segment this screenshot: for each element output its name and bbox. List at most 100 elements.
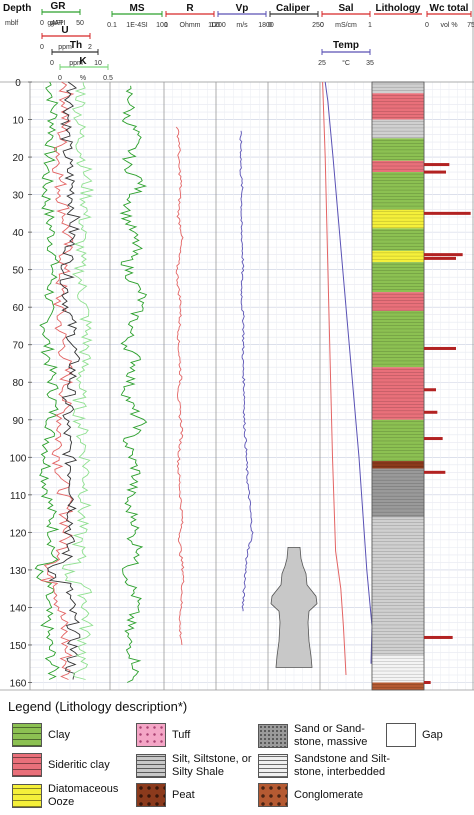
header-min: 1200 (210, 22, 226, 29)
header-gr: GR (51, 1, 67, 12)
lithology-frame (371, 81, 425, 691)
depth-tick-label: 160 (10, 678, 27, 689)
header-unit: °C (342, 59, 350, 67)
legend-label: Conglomerate (294, 788, 364, 801)
legend-item-sand: Sand or Sand- stone, massive (258, 723, 367, 749)
tuff-swatch (136, 723, 166, 747)
legend-label: Tuff (172, 728, 191, 741)
depth-tick-label: 50 (12, 266, 24, 277)
wc-bar (424, 211, 471, 215)
gamma-curve (34, 81, 61, 680)
header-unit: ppm (69, 60, 83, 67)
header-unit: Ohmm (180, 22, 201, 29)
conglomerate-swatch (258, 783, 288, 807)
legend: Legend (Lithology description*) Clay Sid… (0, 695, 474, 815)
gamma-curve (47, 81, 81, 680)
header-wc-total: Wc total (430, 3, 469, 14)
header-unit: % (80, 75, 86, 82)
header-unit: gAPI (47, 20, 62, 27)
lithology-interval (372, 292, 424, 311)
header-min: 0 (40, 20, 44, 27)
legend-item-conglomerate: Conglomerate (258, 783, 363, 807)
depth-unit: mblf (5, 20, 18, 27)
header-unit: ppm (58, 44, 72, 51)
wc-bar (424, 680, 431, 684)
legend-label: Diatomaceous Ooze (48, 783, 119, 808)
diatomaceous-ooze-swatch (12, 784, 42, 808)
lithology-interval (372, 160, 424, 173)
header-min: 0 (50, 60, 54, 67)
header-unit: 1E-4SI (126, 22, 147, 29)
header-r: R (186, 3, 194, 14)
lithology-interval (372, 310, 424, 368)
wc-bar (424, 346, 456, 350)
depth-tick-label: 70 (12, 341, 24, 352)
sand-swatch (258, 724, 288, 748)
wc-bar (424, 437, 443, 441)
legend-label: Silt, Siltstone, or Silty Shale (172, 753, 252, 778)
header-min: 0 (40, 44, 44, 51)
header-unit: m/s (236, 22, 248, 29)
depth-axis-label: Depth (3, 3, 31, 14)
wc-bar (424, 635, 453, 639)
lithology-interval (372, 138, 424, 161)
gamma-curve (40, 81, 75, 680)
curve-r (175, 126, 185, 646)
header-max: 35 (366, 60, 374, 67)
lithology-interval (372, 228, 424, 251)
header-sal: Sal (338, 3, 353, 14)
depth-tick-label: 90 (12, 416, 24, 427)
lithology-interval (372, 119, 424, 139)
header-min: 25 (318, 60, 326, 67)
header-max: 0.5 (103, 75, 113, 82)
header-max: 75 (467, 22, 474, 29)
header-u: U (61, 25, 68, 36)
lithology-interval (372, 656, 424, 683)
depth-tick-label: 0 (15, 78, 21, 89)
legend-item-gap: Gap (386, 723, 443, 747)
legend-label: Gap (422, 728, 443, 741)
lithology-interval (372, 250, 424, 263)
lithology-interval (372, 172, 424, 210)
sideritic-clay-swatch (12, 753, 42, 777)
sandstone-siltstone-swatch (258, 754, 288, 778)
wc-bar (424, 253, 463, 257)
curve-sal (322, 81, 347, 676)
lithology-interval (372, 82, 424, 94)
header-min: 0 (425, 22, 429, 29)
legend-item-sideritic-clay: Sideritic clay (12, 753, 110, 777)
legend-item-silt: Silt, Siltstone, or Silty Shale (136, 753, 251, 779)
depth-tick-label: 80 (12, 378, 24, 389)
legend-label: Peat (172, 788, 195, 801)
lithology-interval (372, 93, 424, 120)
depth-tick-label: 150 (10, 641, 27, 652)
depth-tick-label: 10 (12, 116, 24, 127)
depth-tick-label: 140 (10, 603, 27, 614)
header-max: 250 (312, 22, 324, 29)
header-k: K (79, 56, 87, 67)
header-ms: MS (130, 3, 145, 14)
legend-item-peat: Peat (136, 783, 195, 807)
lithology-interval (372, 419, 424, 462)
header-caliper: Caliper (276, 3, 310, 14)
legend-label: Sideritic clay (48, 758, 110, 771)
gamma-curve (61, 81, 94, 680)
depth-tick-label: 110 (10, 491, 26, 502)
curve-ms (119, 85, 148, 683)
curve-temp (324, 81, 373, 664)
gap-swatch (386, 723, 416, 747)
header-max: 50 (76, 20, 84, 27)
legend-item-clay: Clay (12, 723, 70, 747)
curve-vp (239, 130, 254, 612)
lithology-interval (372, 461, 424, 469)
depth-tick-label: 60 (12, 303, 24, 314)
peat-swatch (136, 783, 166, 807)
lithology-interval (372, 209, 424, 229)
depth-tick-label: 100 (10, 453, 27, 464)
header-min: 1 (164, 22, 168, 29)
header-max: 100 (156, 22, 168, 29)
depth-tick-label: 130 (10, 566, 27, 577)
header-min: 0.1 (107, 22, 117, 29)
lithology-interval (372, 468, 424, 518)
header-unit: gAPI (50, 20, 65, 27)
